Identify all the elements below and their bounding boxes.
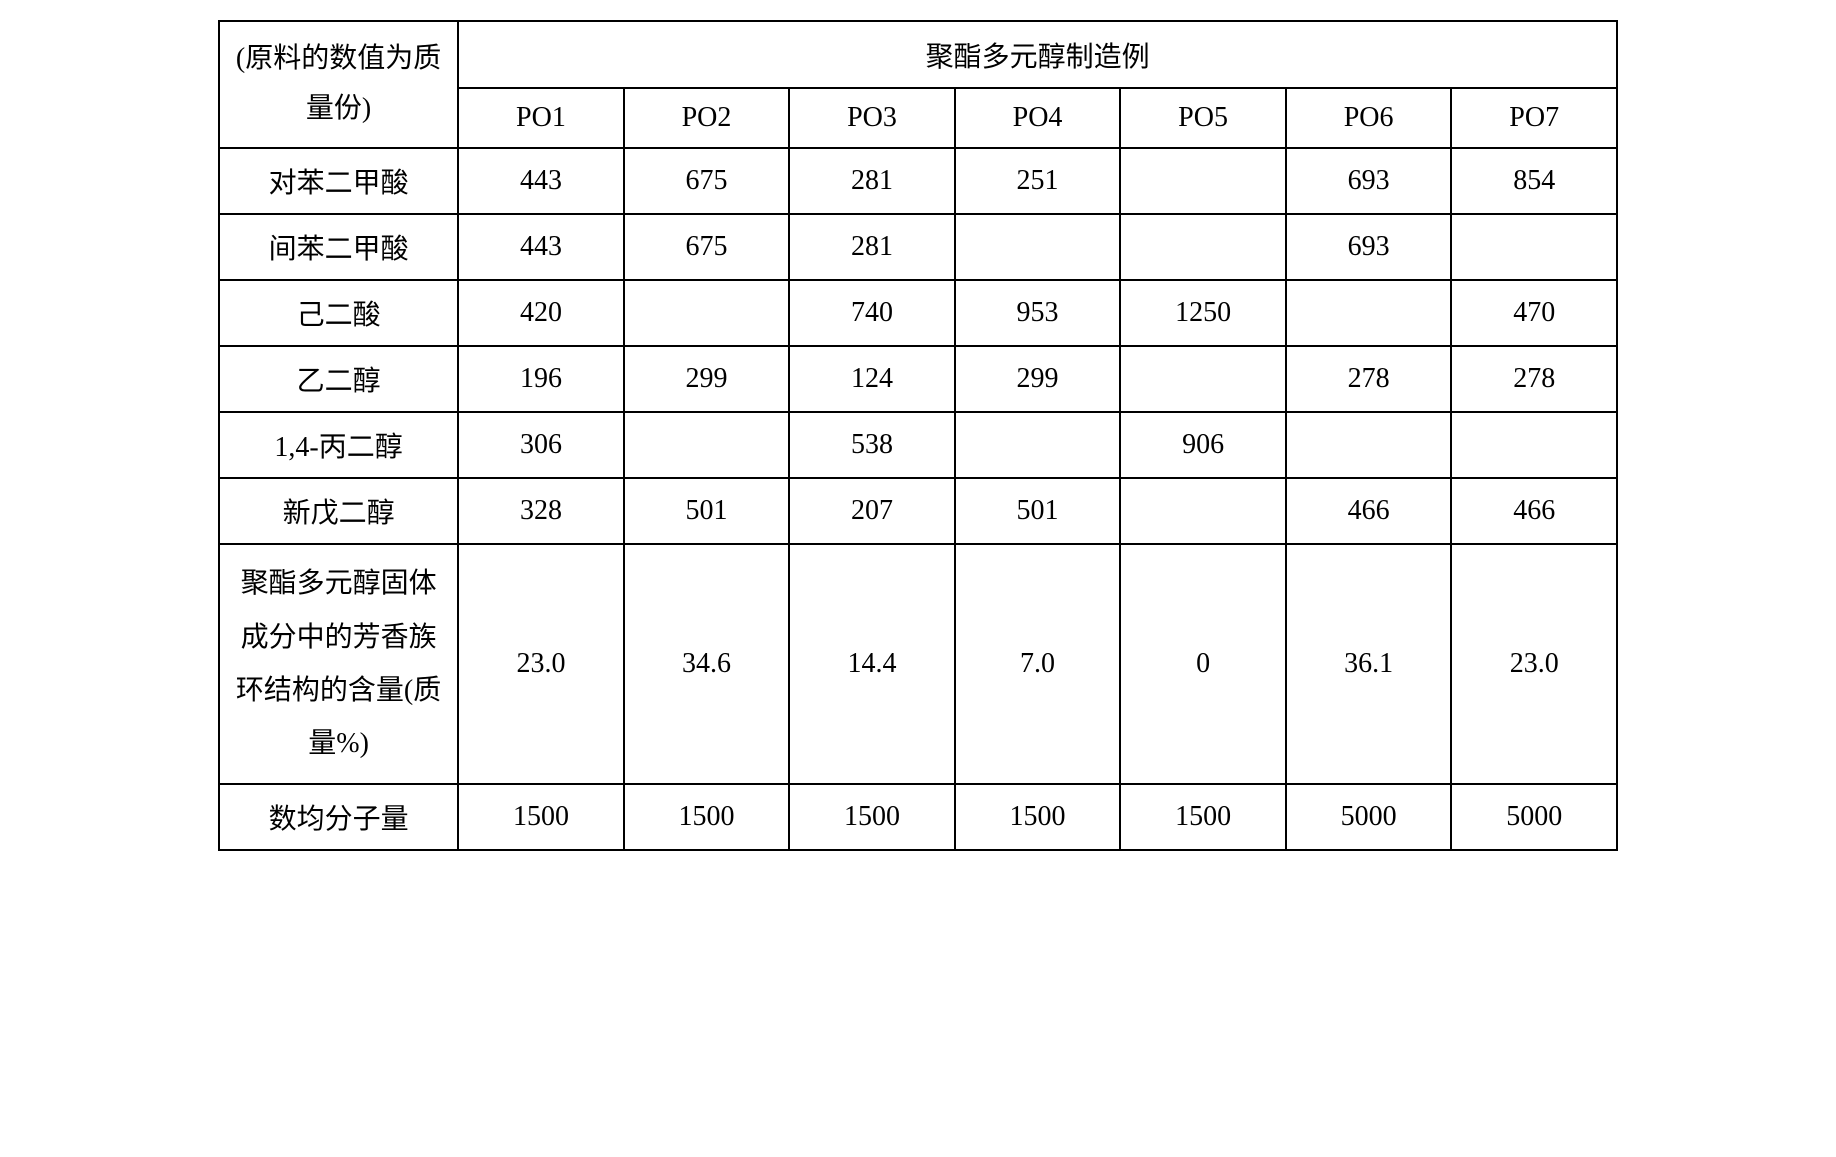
table-row: 间苯二甲酸 443 675 281 693 xyxy=(219,214,1617,280)
table-cell: 854 xyxy=(1451,148,1617,214)
polyester-polyol-table: (原料的数值为质量份) 聚酯多元醇制造例 PO1 PO2 PO3 PO4 PO5… xyxy=(218,20,1618,851)
table-cell: 251 xyxy=(955,148,1121,214)
table-cell: 23.0 xyxy=(1451,544,1617,784)
header-group-cell: 聚酯多元醇制造例 xyxy=(458,21,1617,88)
table-cell: 740 xyxy=(789,280,955,346)
table-cell: 1500 xyxy=(1120,784,1286,850)
table-cell: 1500 xyxy=(624,784,790,850)
table-cell: 306 xyxy=(458,412,624,478)
table-cell xyxy=(624,412,790,478)
table-row: 1,4-丙二醇 306 538 906 xyxy=(219,412,1617,478)
table-cell: 36.1 xyxy=(1286,544,1452,784)
table-cell: 299 xyxy=(955,346,1121,412)
col-header-po2: PO2 xyxy=(624,88,790,147)
table-cell: 466 xyxy=(1451,478,1617,544)
table-cell: 1500 xyxy=(955,784,1121,850)
table-cell: 5000 xyxy=(1286,784,1452,850)
table-row: 乙二醇 196 299 124 299 278 278 xyxy=(219,346,1617,412)
table-cell: 693 xyxy=(1286,148,1452,214)
table-row: 数均分子量 1500 1500 1500 1500 1500 5000 5000 xyxy=(219,784,1617,850)
table-cell: 501 xyxy=(624,478,790,544)
table-cell xyxy=(955,214,1121,280)
table-cell: 1500 xyxy=(458,784,624,850)
table-cell: 420 xyxy=(458,280,624,346)
table-cell xyxy=(1451,412,1617,478)
table-cell: 278 xyxy=(1451,346,1617,412)
table-cell: 501 xyxy=(955,478,1121,544)
table-cell xyxy=(955,412,1121,478)
table-cell: 443 xyxy=(458,148,624,214)
table-cell: 538 xyxy=(789,412,955,478)
table-cell: 1250 xyxy=(1120,280,1286,346)
table-cell: 466 xyxy=(1286,478,1452,544)
table-cell: 278 xyxy=(1286,346,1452,412)
header-row-group: (原料的数值为质量份) 聚酯多元醇制造例 xyxy=(219,21,1617,88)
table-cell: 23.0 xyxy=(458,544,624,784)
table-cell: 7.0 xyxy=(955,544,1121,784)
table-cell: 953 xyxy=(955,280,1121,346)
col-header-po1: PO1 xyxy=(458,88,624,147)
table-row: 新戊二醇 328 501 207 501 466 466 xyxy=(219,478,1617,544)
table-row: 己二酸 420 740 953 1250 470 xyxy=(219,280,1617,346)
table-cell xyxy=(624,280,790,346)
table-cell: 124 xyxy=(789,346,955,412)
table-cell: 443 xyxy=(458,214,624,280)
col-header-po4: PO4 xyxy=(955,88,1121,147)
table-row: 聚酯多元醇固体成分中的芳香族环结构的含量(质量%) 23.0 34.6 14.4… xyxy=(219,544,1617,784)
table-cell: 906 xyxy=(1120,412,1286,478)
table-cell: 14.4 xyxy=(789,544,955,784)
table-cell: 1500 xyxy=(789,784,955,850)
table-cell: 207 xyxy=(789,478,955,544)
row-label: 1,4-丙二醇 xyxy=(219,412,458,478)
table-cell: 196 xyxy=(458,346,624,412)
header-left-text: (原料的数值为质量份) xyxy=(236,43,441,124)
header-group-text: 聚酯多元醇制造例 xyxy=(926,42,1150,73)
col-header-po6: PO6 xyxy=(1286,88,1452,147)
table-cell xyxy=(1120,148,1286,214)
table-cell: 675 xyxy=(624,214,790,280)
table-cell: 675 xyxy=(624,148,790,214)
table-cell xyxy=(1286,412,1452,478)
col-header-po3: PO3 xyxy=(789,88,955,147)
table-cell xyxy=(1286,280,1452,346)
table-cell: 299 xyxy=(624,346,790,412)
col-header-po5: PO5 xyxy=(1120,88,1286,147)
row-label: 乙二醇 xyxy=(219,346,458,412)
table-cell: 693 xyxy=(1286,214,1452,280)
row-label: 新戊二醇 xyxy=(219,478,458,544)
table-cell xyxy=(1120,346,1286,412)
table-cell: 34.6 xyxy=(624,544,790,784)
table-cell xyxy=(1120,478,1286,544)
row-label: 间苯二甲酸 xyxy=(219,214,458,280)
row-label: 对苯二甲酸 xyxy=(219,148,458,214)
table-cell xyxy=(1451,214,1617,280)
table-cell: 281 xyxy=(789,214,955,280)
table-cell: 281 xyxy=(789,148,955,214)
table-row: 对苯二甲酸 443 675 281 251 693 854 xyxy=(219,148,1617,214)
table-cell: 470 xyxy=(1451,280,1617,346)
row-label: 己二酸 xyxy=(219,280,458,346)
col-header-po7: PO7 xyxy=(1451,88,1617,147)
table-cell xyxy=(1120,214,1286,280)
row-label: 数均分子量 xyxy=(219,784,458,850)
header-left-cell: (原料的数值为质量份) xyxy=(219,21,458,148)
table-cell: 0 xyxy=(1120,544,1286,784)
table-cell: 328 xyxy=(458,478,624,544)
table-cell: 5000 xyxy=(1451,784,1617,850)
row-label: 聚酯多元醇固体成分中的芳香族环结构的含量(质量%) xyxy=(219,544,458,784)
